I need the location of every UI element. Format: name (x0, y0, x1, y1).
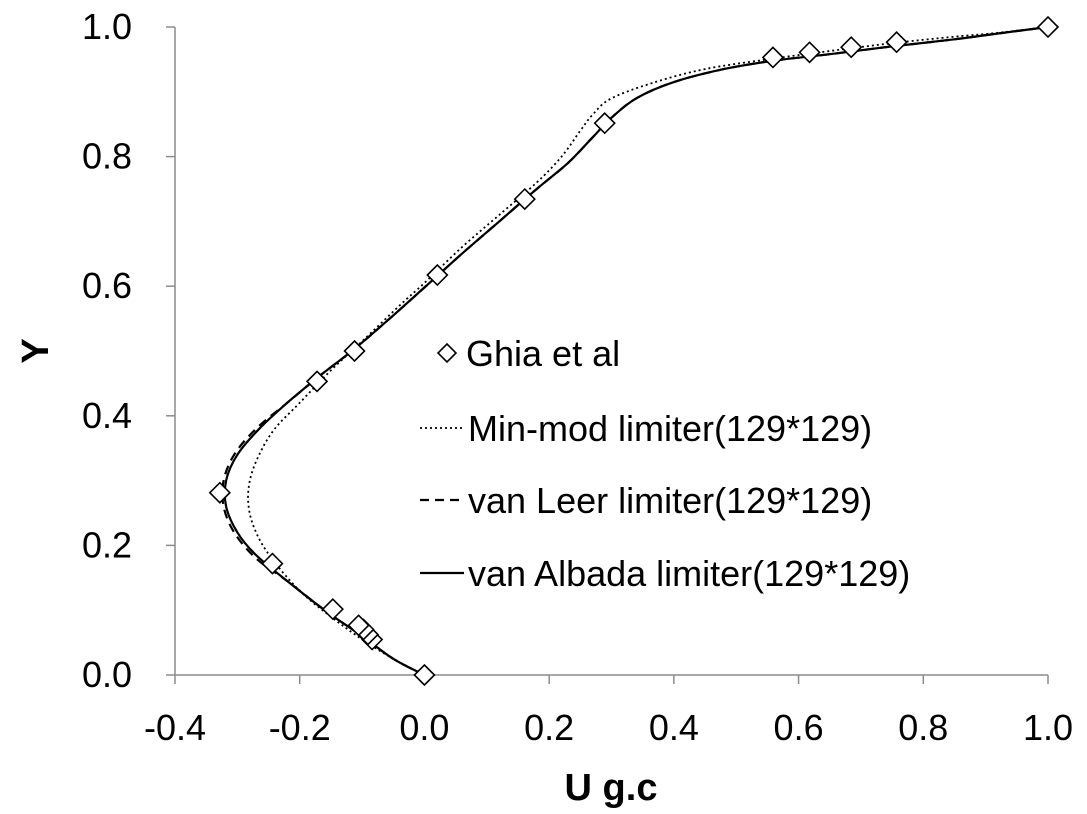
legend-label: van Leer limiter(129*129) (468, 480, 872, 521)
x-tick-label: 1.0 (1023, 707, 1073, 748)
axes (174, 27, 1048, 676)
legend-label: Min-mod limiter(129*129) (468, 408, 872, 449)
ghia-data-point (347, 614, 370, 637)
ghia-data-point (1036, 15, 1060, 39)
x-axis-title: U g.c (565, 767, 658, 809)
ghia-data-point (321, 598, 344, 621)
y-tick-label: 0.4 (82, 395, 132, 436)
y-tick-label: 0.2 (82, 524, 132, 565)
ghia-data-point (343, 339, 366, 363)
legend-marker-diamond (436, 342, 458, 364)
y-tick-label: 0.8 (82, 136, 132, 177)
ghia-data-point (305, 370, 329, 393)
ghia-data-point (593, 112, 616, 135)
ghia-data-point (885, 31, 908, 54)
x-tick-label: 0.8 (898, 707, 948, 748)
x-tick-label: 0.0 (399, 707, 449, 748)
x-tick-label: 0.6 (774, 707, 824, 748)
y-tick-label: 1.0 (82, 6, 132, 47)
ghia-data-point (413, 663, 436, 687)
ghia-data-point (840, 36, 863, 59)
y-axis-ticks: 0.0 0.2 0.4 0.6 0.8 1.0 (82, 6, 175, 695)
legend-label: Ghia et al (466, 333, 620, 374)
ghia-data-point (798, 41, 821, 64)
legend: Ghia et al Min-mod limiter(129*129) van Le… (420, 333, 910, 594)
x-axis-ticks: -0.4 -0.2 0.0 0.2 0.4 0.6 0.8 1.0 (144, 675, 1073, 748)
ghia-data-point (426, 263, 449, 287)
x-tick-label: -0.2 (269, 707, 331, 748)
x-tick-label: 0.2 (524, 707, 574, 748)
ghia-data-point (513, 187, 536, 211)
ghia-data-point (761, 46, 785, 69)
x-tick-label: -0.4 (144, 707, 206, 748)
marker-layer (208, 15, 1060, 687)
legend-label: van Albada limiter(129*129) (468, 553, 910, 594)
ghia-data-point (261, 552, 284, 575)
y-axis-title: Y (15, 338, 57, 363)
x-tick-label: 0.4 (649, 707, 699, 748)
ghia-data-point (208, 481, 231, 504)
y-tick-label: 0.0 (82, 654, 132, 695)
y-tick-label: 0.6 (82, 265, 132, 306)
